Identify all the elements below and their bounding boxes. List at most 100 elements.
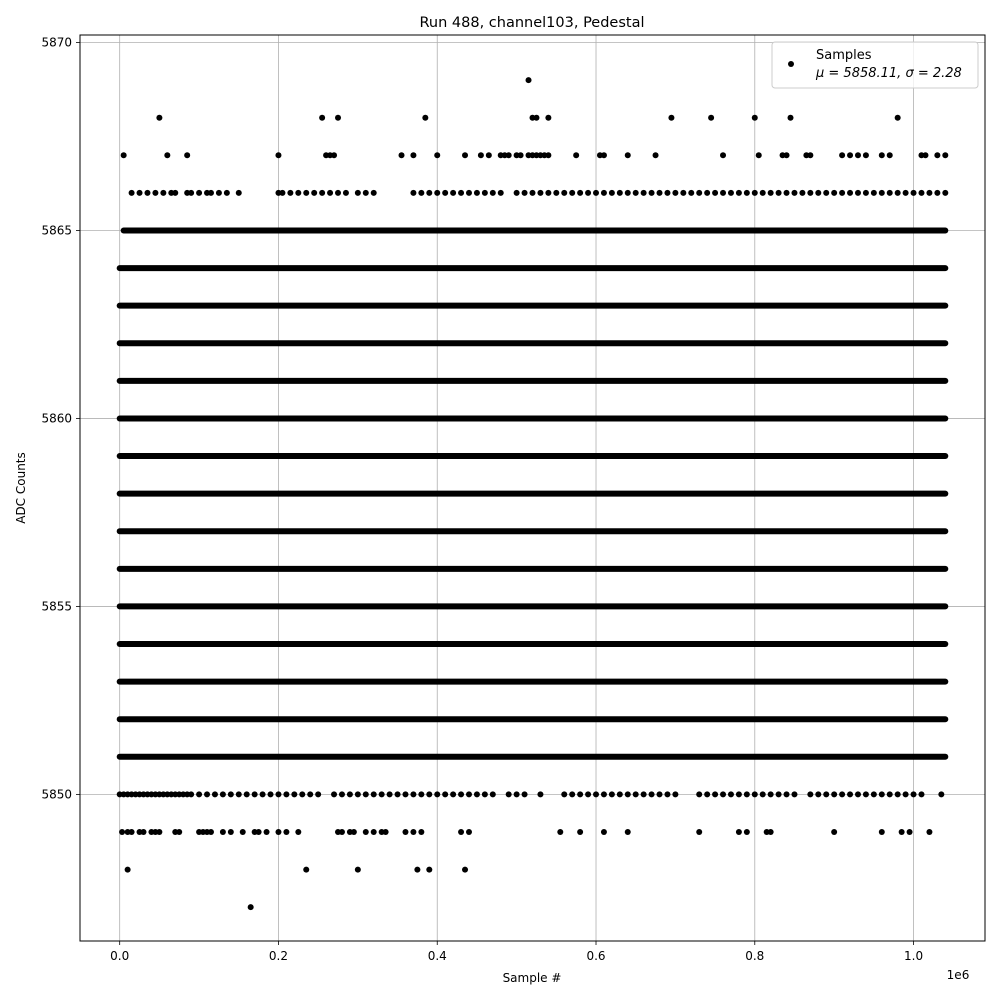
sample-point [577, 828, 584, 835]
sample-point [545, 189, 552, 196]
x-tick-label: 0.6 [586, 949, 605, 963]
x-offset-label: 1e6 [947, 968, 970, 982]
sample-point [704, 791, 711, 798]
sample-point [418, 189, 425, 196]
sample-point [422, 114, 429, 121]
sample-point [926, 828, 933, 835]
sample-point [783, 152, 790, 159]
sample-point [870, 791, 877, 798]
sample-point [672, 791, 679, 798]
sample-point [188, 791, 195, 798]
sample-point [878, 189, 885, 196]
sample-point [255, 828, 262, 835]
sample-point [505, 791, 512, 798]
sample-point [656, 791, 663, 798]
sample-point [338, 828, 345, 835]
sample-point [394, 791, 401, 798]
sample-point [414, 866, 421, 873]
sample-point [807, 791, 814, 798]
sample-point [787, 114, 794, 121]
sample-point [410, 791, 417, 798]
sample-point [119, 828, 126, 835]
sample-point [557, 828, 564, 835]
sample-point [160, 189, 167, 196]
sample-point [839, 189, 846, 196]
sample-point [354, 866, 361, 873]
sample-point [759, 189, 766, 196]
sample-point [426, 791, 433, 798]
sample-point [517, 152, 524, 159]
sample-point [854, 791, 861, 798]
sample-point [239, 828, 246, 835]
sample-point [696, 828, 703, 835]
sample-point [434, 189, 441, 196]
sample-point [346, 791, 353, 798]
sample-point [712, 791, 719, 798]
sample-point [219, 828, 226, 835]
sample-point [219, 791, 226, 798]
sample-point [521, 189, 528, 196]
sample-point [561, 189, 568, 196]
sample-point [791, 189, 798, 196]
sample-point [207, 828, 214, 835]
sample-point [906, 828, 913, 835]
sample-point [767, 791, 774, 798]
y-ticks: 5850 5855 5860 5865 5870 [41, 36, 80, 801]
sample-point [791, 791, 798, 798]
sample-point [569, 791, 576, 798]
sample-point [362, 791, 369, 798]
sample-point [418, 828, 425, 835]
sample-point [632, 189, 639, 196]
sample-point [513, 791, 520, 798]
sample-point [759, 791, 766, 798]
sample-point [910, 791, 917, 798]
sample-point [735, 189, 742, 196]
sample-point [402, 828, 409, 835]
sample-point [862, 189, 869, 196]
sample-point [918, 791, 925, 798]
sample-point [331, 791, 338, 798]
sample-point [458, 189, 465, 196]
sample-point [839, 791, 846, 798]
sample-point [275, 828, 282, 835]
sample-point [831, 791, 838, 798]
sample-point [370, 791, 377, 798]
sample-point [481, 189, 488, 196]
sample-point [767, 828, 774, 835]
sample-point [124, 866, 131, 873]
sample-point [727, 791, 734, 798]
sample-point [727, 189, 734, 196]
sample-point [616, 791, 623, 798]
sample-point [910, 189, 917, 196]
sample-point [465, 828, 472, 835]
sample-point [299, 791, 306, 798]
sample-point [152, 189, 159, 196]
sample-point [497, 189, 504, 196]
points-layer [116, 77, 949, 911]
sample-point [287, 189, 294, 196]
sample-point [775, 189, 782, 196]
sample-point [898, 828, 905, 835]
sample-point [616, 189, 623, 196]
sample-point [370, 828, 377, 835]
sample-point [402, 791, 409, 798]
sample-point [743, 828, 750, 835]
sample-point [477, 152, 484, 159]
sample-point [743, 791, 750, 798]
sample-point [211, 791, 218, 798]
legend: Samples μ = 5858.11, σ = 2.28 [771, 41, 979, 89]
sample-point [188, 189, 195, 196]
sample-point [886, 189, 893, 196]
sample-point [342, 189, 349, 196]
sample-point [751, 791, 758, 798]
sample-point [624, 189, 631, 196]
sample-point [938, 791, 945, 798]
sample-point [331, 152, 338, 159]
sample-point [600, 791, 607, 798]
sample-point [767, 189, 774, 196]
sample-point [783, 791, 790, 798]
x-tick-label: 0.0 [110, 949, 129, 963]
sample-point [656, 189, 663, 196]
y-tick-label: 5850 [41, 787, 72, 801]
sample-point [215, 189, 222, 196]
